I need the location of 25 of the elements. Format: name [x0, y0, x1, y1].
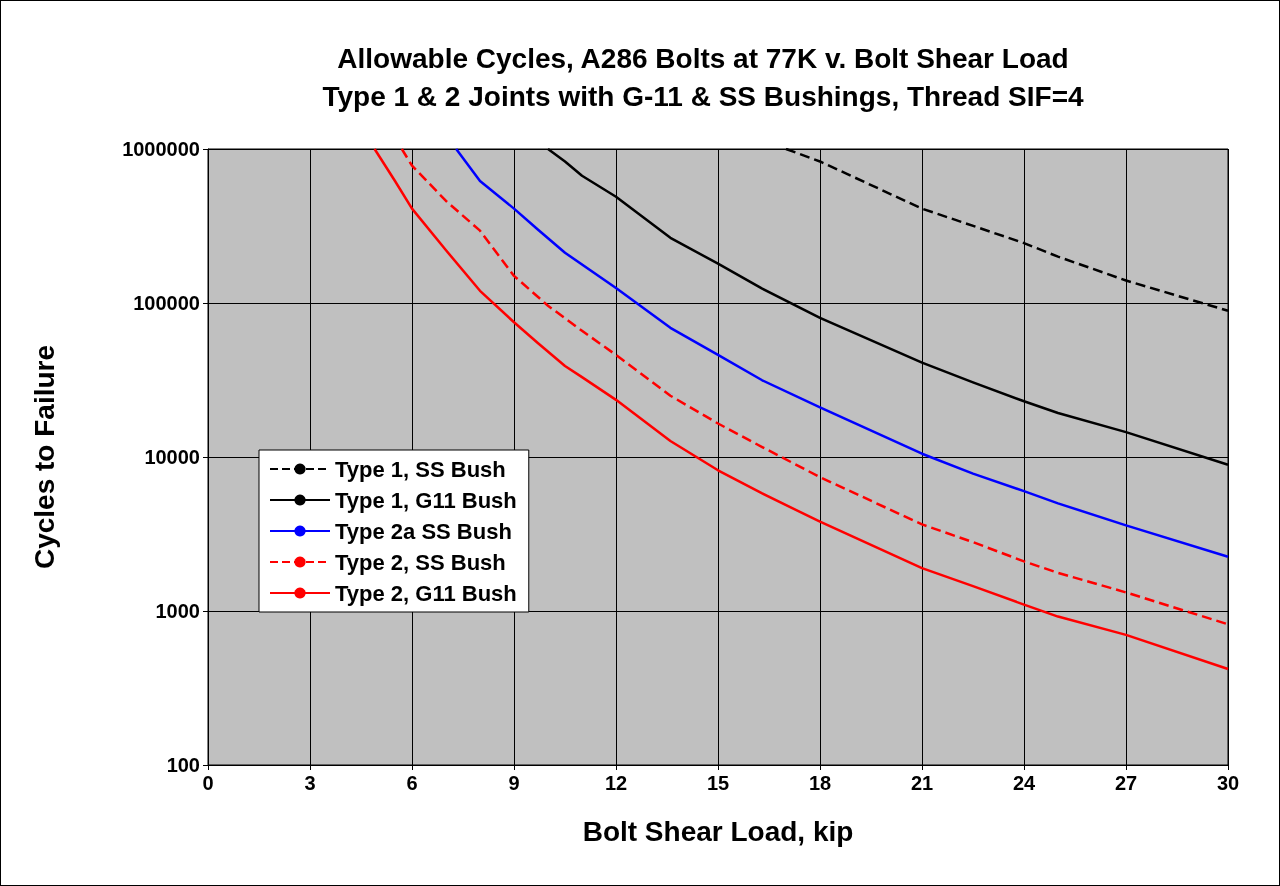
x-tick-label: 21 [910, 772, 934, 794]
x-tick-label: 24 [1012, 772, 1036, 794]
x-tick-label: 0 [202, 772, 214, 794]
x-tick-label: 15 [706, 772, 730, 794]
y-tick-label: 100 [166, 754, 200, 776]
legend-label: Type 1, G11 Bush [335, 487, 517, 513]
x-tick-label: 9 [508, 772, 520, 794]
x-tick-label: 3 [304, 772, 316, 794]
y-tick-label: 10000 [144, 446, 200, 468]
y-tick-label: 100000 [133, 292, 200, 314]
y-tick-label: 1000 [155, 600, 200, 622]
legend-label: Type 2, G11 Bush [335, 580, 517, 606]
y-tick-label: 1000000 [122, 138, 200, 160]
legend-label: Type 2, SS Bush [335, 549, 506, 575]
x-tick-label: 12 [604, 772, 628, 794]
x-axis-title: Bolt Shear Load, kip [582, 815, 854, 847]
y-axis-title: Cycles to Failure [28, 344, 60, 570]
x-tick-label: 6 [406, 772, 418, 794]
legend-label: Type 2a SS Bush [335, 518, 512, 544]
x-tick-label: 18 [808, 772, 832, 794]
legend-label: Type 1, SS Bush [335, 456, 506, 482]
x-tick-label: 27 [1114, 772, 1138, 794]
x-tick-label: 30 [1216, 772, 1240, 794]
chart-subtitle: Type 1 & 2 Joints with G-11 & SS Bushings, Thread SIF=4 [322, 80, 1084, 112]
chart-title: Allowable Cycles, A286 Bolts at 77K v. Bolt Shear Load [337, 42, 1069, 74]
